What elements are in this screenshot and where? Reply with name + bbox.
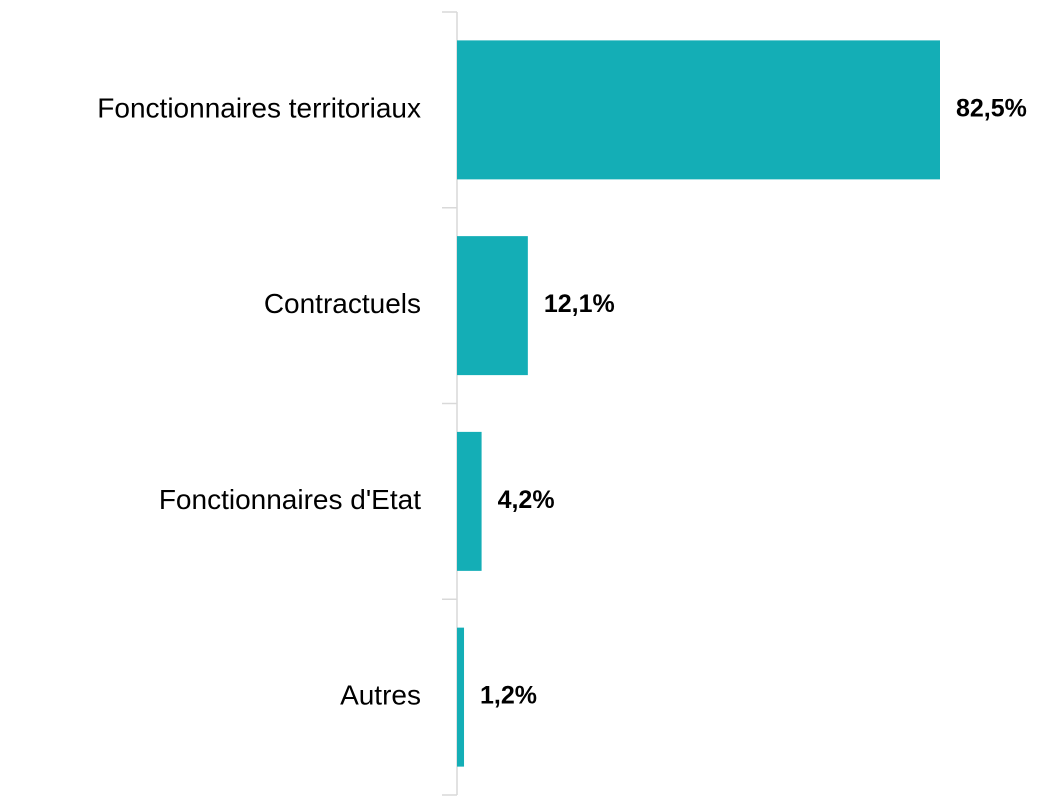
bar [457, 236, 528, 376]
category-label: Fonctionnaires d'Etat [159, 484, 421, 515]
bar [457, 40, 940, 180]
category-label: Fonctionnaires territoriaux [97, 92, 421, 123]
value-label: 82,5% [956, 94, 1027, 122]
category-label: Contractuels [264, 288, 421, 319]
value-label: 12,1% [544, 290, 615, 318]
bar [457, 627, 465, 767]
category-label: Autres [340, 680, 421, 711]
value-label: 4,2% [498, 486, 555, 514]
value-label: 1,2% [480, 682, 537, 710]
bar [457, 431, 482, 571]
